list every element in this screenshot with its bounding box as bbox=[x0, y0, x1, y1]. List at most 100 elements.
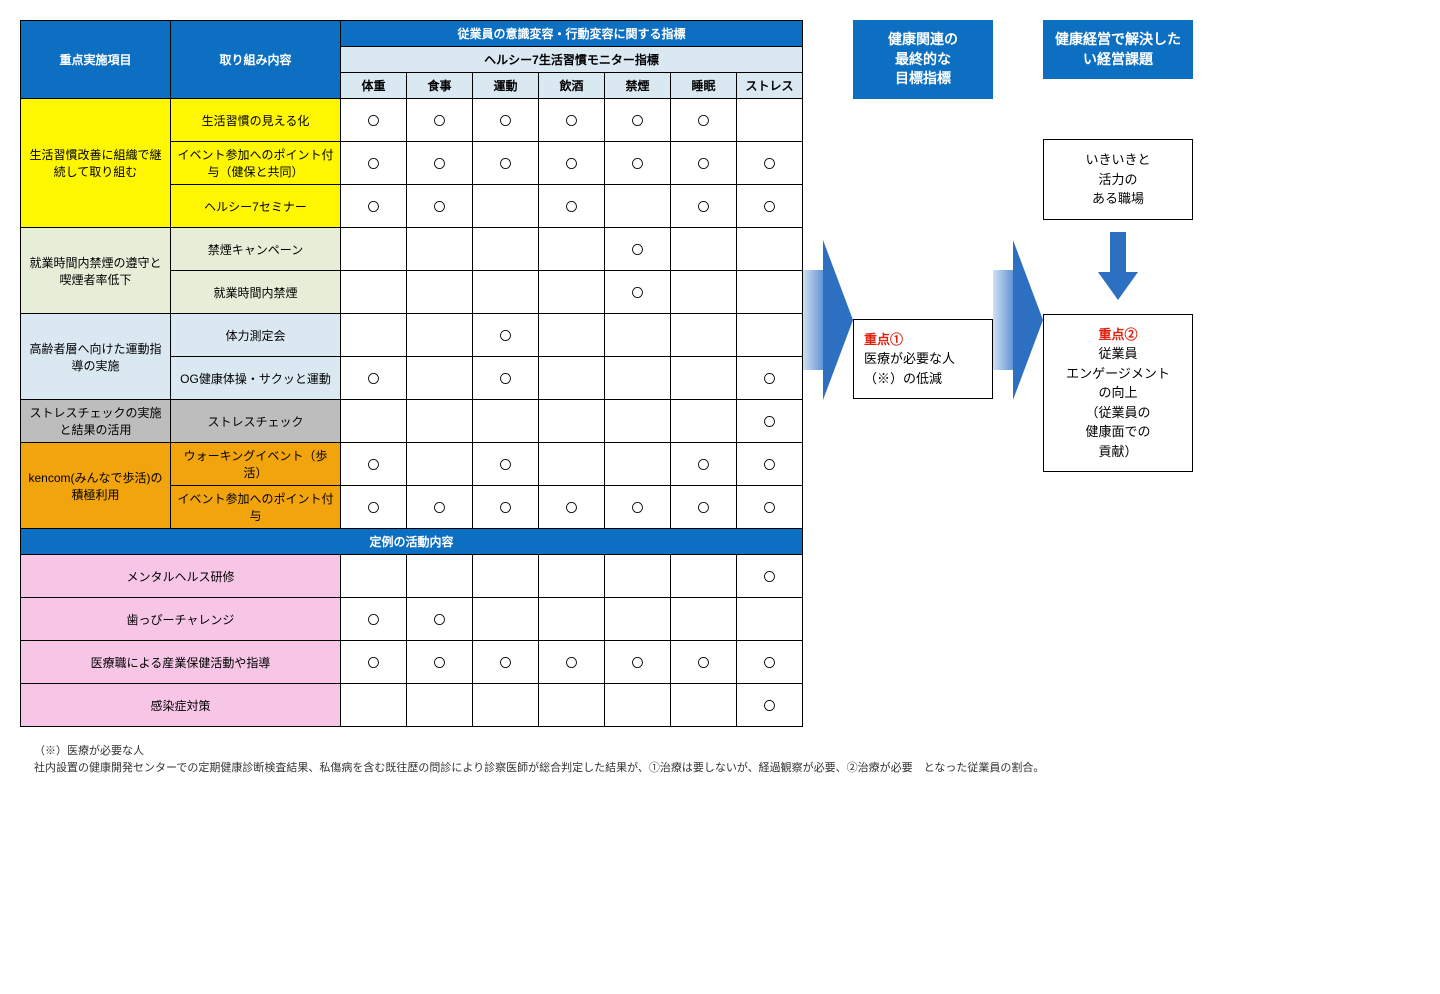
initiative-cell: OG健康体操・サクッと運動 bbox=[171, 357, 341, 400]
mark-cell bbox=[407, 271, 473, 314]
mark-cell bbox=[605, 400, 671, 443]
mark-cell bbox=[671, 357, 737, 400]
goal-header: 健康関連の最終的な目標指標 bbox=[853, 20, 993, 99]
mark-cell: 〇 bbox=[605, 99, 671, 142]
mark-cell bbox=[539, 400, 605, 443]
mark-cell bbox=[473, 684, 539, 727]
mark-cell: 〇 bbox=[473, 443, 539, 486]
mark-cell: 〇 bbox=[341, 142, 407, 185]
arrow-to-goal bbox=[803, 20, 853, 620]
mark-cell bbox=[407, 314, 473, 357]
mark-cell: 〇 bbox=[407, 142, 473, 185]
initiative-cell: 禁煙キャンペーン bbox=[171, 228, 341, 271]
mark-cell bbox=[407, 555, 473, 598]
mark-cell: 〇 bbox=[539, 486, 605, 529]
mark-cell bbox=[341, 555, 407, 598]
hdr-col2: 取り組み内容 bbox=[171, 21, 341, 99]
footnote-line1: （※）医療が必要な人 bbox=[34, 743, 1420, 760]
mark-cell bbox=[539, 314, 605, 357]
management-issue-box: 健康経営で解決したい経営課題 いきいきと活力のある職場 重点② 従業員エンゲージ… bbox=[1043, 20, 1193, 472]
mark-cell: 〇 bbox=[473, 641, 539, 684]
mark-cell bbox=[407, 228, 473, 271]
mark-cell: 〇 bbox=[407, 185, 473, 228]
mark-cell: 〇 bbox=[737, 486, 803, 529]
hdr-metric-5: 睡眠 bbox=[671, 73, 737, 99]
mark-cell: 〇 bbox=[671, 486, 737, 529]
issue-priority-label: 重点② bbox=[1098, 327, 1137, 342]
goal-body-text: 医療が必要な人（※）の低減 bbox=[864, 351, 955, 386]
footnote-line2: 社内設置の健康開発センターでの定期健康診断検査結果、私傷病を含む既往歴の問診によ… bbox=[34, 760, 1420, 777]
issue-box-2-text: 従業員エンゲージメントの向上（従業員の健康面での貢献） bbox=[1066, 346, 1170, 459]
regular-initiative-cell: 医療職による産業保健活動や指導 bbox=[21, 641, 341, 684]
mark-cell: 〇 bbox=[473, 99, 539, 142]
mark-cell: 〇 bbox=[341, 641, 407, 684]
mark-cell bbox=[473, 555, 539, 598]
hdr-metric-4: 禁煙 bbox=[605, 73, 671, 99]
issue-box-1: いきいきと活力のある職場 bbox=[1043, 139, 1193, 220]
mark-cell: 〇 bbox=[671, 443, 737, 486]
mark-cell bbox=[539, 357, 605, 400]
mark-cell: 〇 bbox=[605, 142, 671, 185]
issue-header: 健康経営で解決したい経営課題 bbox=[1043, 20, 1193, 79]
mark-cell: 〇 bbox=[539, 641, 605, 684]
mark-cell: 〇 bbox=[737, 443, 803, 486]
mark-cell bbox=[671, 684, 737, 727]
layout-row: 重点実施項目 取り組み内容 従業員の意識変容・行動変容に関する指標 ヘルシー7生… bbox=[20, 20, 1420, 727]
initiative-cell: 体力測定会 bbox=[171, 314, 341, 357]
category-cell: 就業時間内禁煙の遵守と喫煙者率低下 bbox=[21, 228, 171, 314]
mark-cell: 〇 bbox=[473, 142, 539, 185]
initiative-cell: イベント参加へのポイント付与 bbox=[171, 486, 341, 529]
mark-cell: 〇 bbox=[341, 598, 407, 641]
main-table: 重点実施項目 取り組み内容 従業員の意識変容・行動変容に関する指標 ヘルシー7生… bbox=[20, 20, 803, 727]
mark-cell: 〇 bbox=[407, 598, 473, 641]
category-cell: 生活習慣改善に組織で継続して取り組む bbox=[21, 99, 171, 228]
arrow-to-issue bbox=[993, 20, 1043, 620]
mark-cell: 〇 bbox=[341, 357, 407, 400]
mark-cell bbox=[473, 598, 539, 641]
hdr-group-sub: ヘルシー7生活習慣モニター指標 bbox=[341, 47, 803, 73]
mark-cell: 〇 bbox=[407, 641, 473, 684]
mark-cell bbox=[605, 598, 671, 641]
mark-cell bbox=[473, 228, 539, 271]
initiative-cell: ストレスチェック bbox=[171, 400, 341, 443]
mark-cell: 〇 bbox=[539, 185, 605, 228]
category-cell: 高齢者層へ向けた運動指導の実施 bbox=[21, 314, 171, 400]
regular-initiative-cell: メンタルヘルス研修 bbox=[21, 555, 341, 598]
initiative-cell: ウォーキングイベント（歩活） bbox=[171, 443, 341, 486]
mark-cell bbox=[737, 99, 803, 142]
mark-cell bbox=[539, 228, 605, 271]
issue-box-2: 重点② 従業員エンゲージメントの向上（従業員の健康面での貢献） bbox=[1043, 314, 1193, 473]
mark-cell bbox=[671, 400, 737, 443]
mark-cell bbox=[407, 400, 473, 443]
mark-cell: 〇 bbox=[737, 142, 803, 185]
category-cell: kencom(みんなで歩活)の積極利用 bbox=[21, 443, 171, 529]
goal-indicator-box: 健康関連の最終的な目標指標 重点① 医療が必要な人（※）の低減 bbox=[853, 20, 993, 399]
mark-cell: 〇 bbox=[407, 99, 473, 142]
mark-cell bbox=[737, 228, 803, 271]
mark-cell: 〇 bbox=[473, 486, 539, 529]
mark-cell bbox=[539, 684, 605, 727]
hdr-col1: 重点実施項目 bbox=[21, 21, 171, 99]
mark-cell: 〇 bbox=[473, 314, 539, 357]
mark-cell: 〇 bbox=[341, 486, 407, 529]
mark-cell bbox=[473, 400, 539, 443]
hdr-metric-2: 運動 bbox=[473, 73, 539, 99]
goal-body: 重点① 医療が必要な人（※）の低減 bbox=[853, 319, 993, 400]
mark-cell bbox=[341, 271, 407, 314]
initiative-cell: 就業時間内禁煙 bbox=[171, 271, 341, 314]
footnote: （※）医療が必要な人 社内設置の健康開発センターでの定期健康診断検査結果、私傷病… bbox=[20, 743, 1420, 776]
mark-cell: 〇 bbox=[341, 99, 407, 142]
mark-cell bbox=[671, 555, 737, 598]
mark-cell: 〇 bbox=[671, 641, 737, 684]
mark-cell bbox=[671, 271, 737, 314]
mark-cell bbox=[671, 598, 737, 641]
mark-cell bbox=[605, 314, 671, 357]
mark-cell bbox=[671, 314, 737, 357]
mark-cell bbox=[605, 185, 671, 228]
mark-cell bbox=[605, 357, 671, 400]
mark-cell bbox=[671, 228, 737, 271]
mark-cell: 〇 bbox=[605, 641, 671, 684]
mark-cell: 〇 bbox=[671, 99, 737, 142]
regular-initiative-cell: 歯っぴーチャレンジ bbox=[21, 598, 341, 641]
mark-cell: 〇 bbox=[737, 684, 803, 727]
